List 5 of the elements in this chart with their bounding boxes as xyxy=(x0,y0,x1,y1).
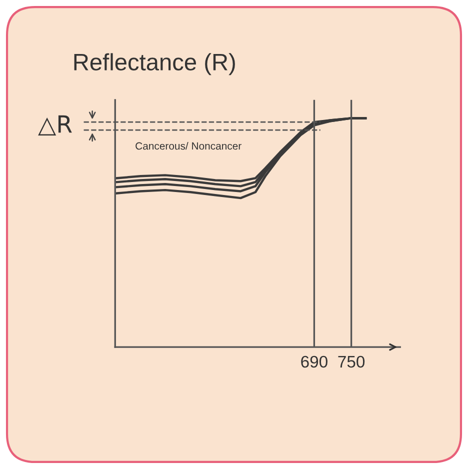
x-tick-label: 750 xyxy=(338,356,365,368)
y-axis-title: Reflectance (R) xyxy=(74,53,235,76)
annotation: Cancerous/ Noncancer xyxy=(136,142,242,150)
text: △R xyxy=(38,115,72,136)
x-tick-label: 690 xyxy=(301,356,328,368)
